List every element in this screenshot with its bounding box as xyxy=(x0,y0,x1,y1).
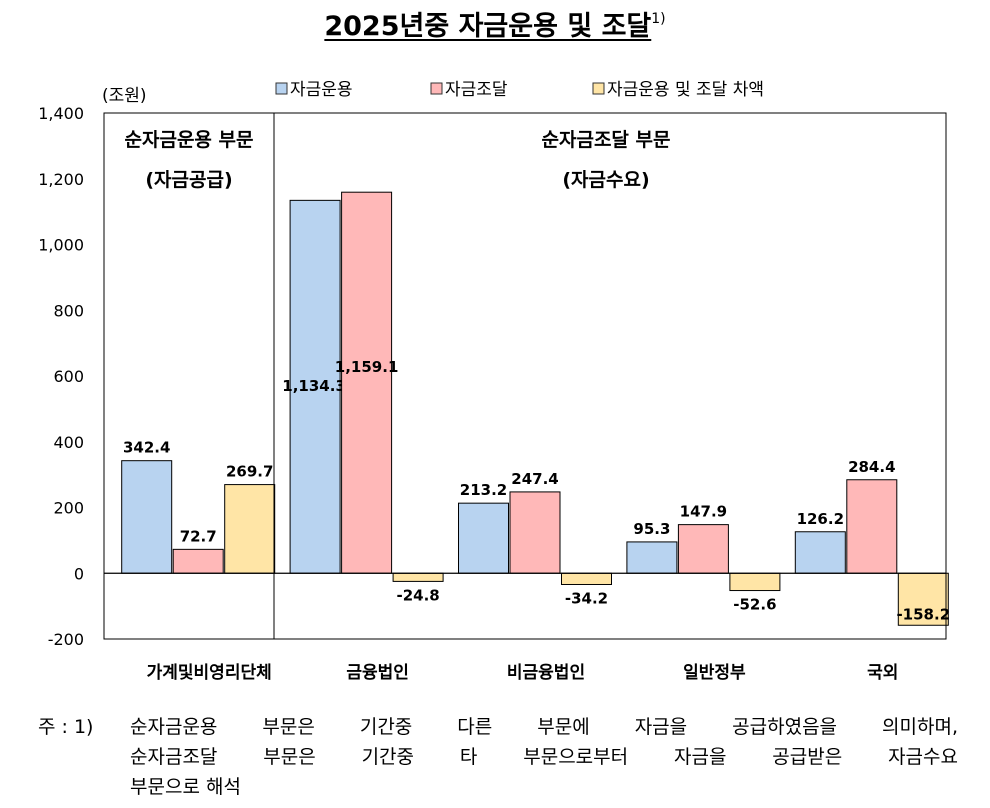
y-tick-label: 1,200 xyxy=(38,170,84,189)
bar-chart: -200 0 200 400 600 800 1,000 1,200 1,400 (조원) 자금… xyxy=(38,80,950,683)
bar xyxy=(172,548,224,574)
data-label: 247.4 xyxy=(511,470,558,488)
bar xyxy=(341,191,393,574)
legend-swatch xyxy=(430,82,443,95)
plot-border xyxy=(103,112,947,640)
bar xyxy=(561,572,612,585)
chart-title-text: 2025년중 자금운용 및 조달 xyxy=(324,11,652,42)
y-tick-label: 0 xyxy=(74,564,84,583)
data-label: 147.9 xyxy=(680,503,727,521)
data-label: -34.2 xyxy=(565,589,608,607)
chart-title: 2025년중 자금운용 및 조달1) xyxy=(0,4,990,43)
data-label: -24.8 xyxy=(396,586,439,604)
sector-annotation: (자금공급) xyxy=(145,169,232,191)
y-axis-unit-label: (조원) xyxy=(102,86,147,106)
sector-annotation: 순자금조달 부문 xyxy=(542,129,671,151)
bar xyxy=(794,531,846,574)
plot-frame xyxy=(103,112,947,640)
legend-swatch xyxy=(592,82,605,95)
bar xyxy=(897,572,949,626)
category-label: 금융법인 xyxy=(346,663,409,683)
data-label: 1,159.1 xyxy=(335,358,399,376)
bar xyxy=(677,524,729,574)
bar xyxy=(729,572,781,592)
bar xyxy=(289,199,341,574)
y-tick-label: 1,400 xyxy=(38,104,84,123)
data-label: -158.2 xyxy=(896,605,950,623)
y-tick-label: 1,000 xyxy=(38,236,84,255)
legend-label: 자금조달 xyxy=(445,80,508,100)
category-label: 일반정부 xyxy=(683,663,746,683)
category-label: 비금융법인 xyxy=(507,663,585,683)
data-label: 72.7 xyxy=(180,527,217,545)
footnote-line-1: 순자금운용 부문은 기간중 다른 부문에 자금을 공급하였음을 의미하며, xyxy=(130,716,958,738)
legend-swatch xyxy=(275,82,288,95)
data-label: 126.2 xyxy=(797,510,844,528)
x-axis: 가계및비영리단체 금융법인 비금융법인 일반정부 국외 xyxy=(147,663,899,683)
y-tick-label: 200 xyxy=(53,499,84,518)
legend-label: 자금운용 xyxy=(290,80,353,100)
legend-label: 자금운용 및 조달 차액 xyxy=(607,80,764,100)
data-label: 342.4 xyxy=(123,439,170,457)
category-label: 가계및비영리단체 xyxy=(147,663,272,683)
data-label: -52.6 xyxy=(733,596,776,614)
footnote-line-3: 부문으로 해석 xyxy=(130,776,241,798)
title-footnote-marker: 1) xyxy=(651,11,666,27)
y-tick-label: 600 xyxy=(53,367,84,386)
annotations: 순자금운용 부문 (자금공급) 순자금조달 부문 (자금수요) xyxy=(125,129,671,191)
data-label: 95.3 xyxy=(633,520,670,538)
bar xyxy=(846,479,898,574)
data-label: 1,134.3 xyxy=(282,377,346,395)
bar xyxy=(509,491,561,574)
bar xyxy=(392,572,444,582)
sector-annotation: 순자금운용 부문 xyxy=(125,129,254,151)
bar xyxy=(458,502,509,574)
y-axis: -200 0 200 400 600 800 1,000 1,200 1,400 xyxy=(38,104,84,649)
data-label: 269.7 xyxy=(226,463,273,481)
bar xyxy=(121,460,173,574)
footnote-line-2: 순자금조달 부문은 기간중 타 부문으로부터 자금을 공급받은 자금수요 xyxy=(130,746,958,768)
footnote: 주 : 1) 순자금운용 부문은 기간중 다른 부문에 자금을 공급하였음을 의미… xyxy=(38,712,958,802)
y-tick-label: 400 xyxy=(53,433,84,452)
y-tick-label: -200 xyxy=(48,630,84,649)
footnote-marker: 주 : 1) xyxy=(38,716,94,738)
data-label: 284.4 xyxy=(848,458,895,476)
category-label: 국외 xyxy=(867,663,898,683)
data-label: 213.2 xyxy=(460,481,507,499)
bar xyxy=(626,541,678,574)
y-tick-label: 800 xyxy=(53,301,84,320)
sector-annotation: (자금수요) xyxy=(562,169,649,191)
bars: 342.4 1,134.3 213.2 95.3 126.2 72.7 1,159.1 247… xyxy=(121,191,950,626)
bar xyxy=(224,484,276,574)
legend: 자금운용 자금조달 자금운용 및 조달 차액 xyxy=(275,80,764,100)
